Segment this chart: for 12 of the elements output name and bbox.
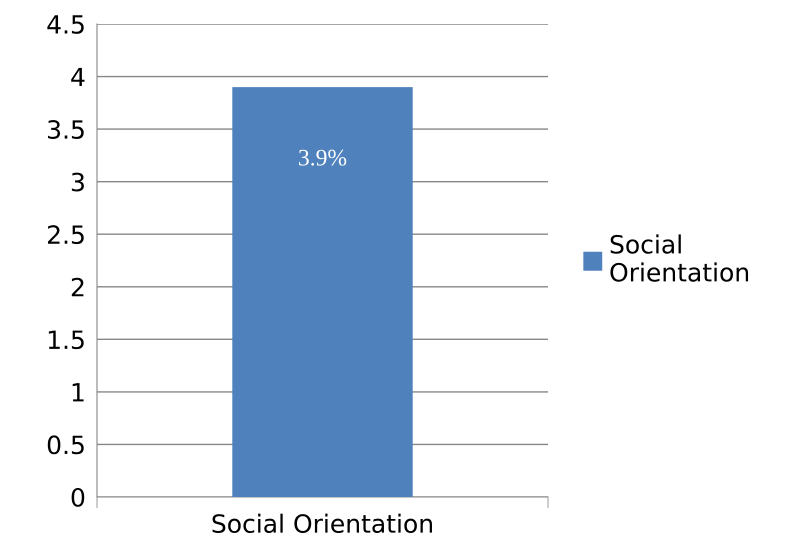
legend-label: Social Orientation [610,234,748,282]
y-tick-label: 1.5 [48,330,84,350]
y-tick-label: 2 [72,278,84,296]
y-tick-label: 2.5 [48,225,84,244]
y-tick-label: 1 [72,383,84,402]
y-tick-label: 0 [72,488,84,507]
y-tick-label: 0.5 [48,435,84,454]
y-tick-label: 4.5 [47,15,84,34]
y-tick-label: 3 [72,172,84,192]
data-label: 3.9% [299,150,346,166]
y-tick-label: 3.5 [48,120,84,139]
y-tick-label: 4 [71,68,84,86]
